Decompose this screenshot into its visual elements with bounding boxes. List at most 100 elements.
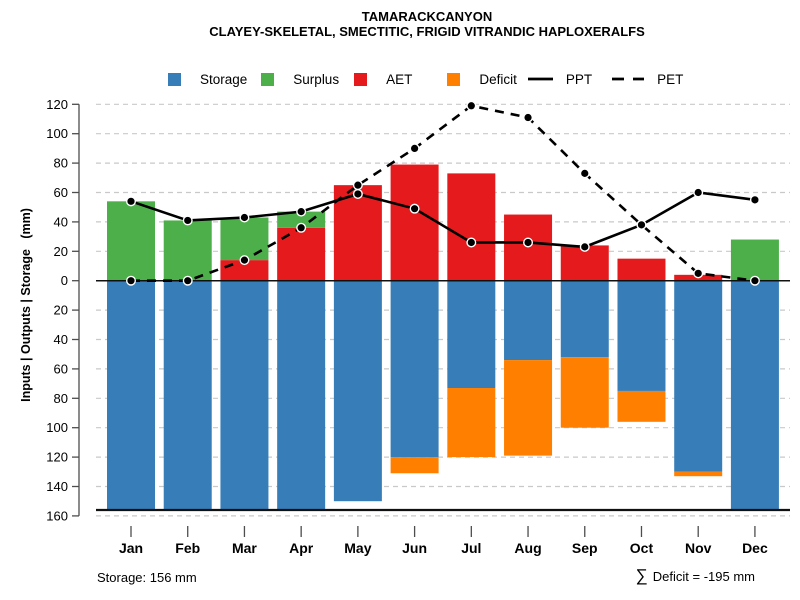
pet-line [131, 104, 756, 283]
pet-marker-apr [296, 222, 307, 233]
chart-titles: TAMARACKCANYON CLAYEY-SKELETAL, SMECTITI… [0, 0, 800, 39]
legend-item-storage: Storage [168, 72, 247, 87]
y-tick-label: 100 [46, 420, 68, 435]
bar-surplus-feb [163, 220, 212, 281]
x-tick-label-jul: Jul [461, 540, 482, 556]
y-tick-label: 40 [54, 214, 68, 229]
bar-storage-mar [220, 280, 269, 511]
x-tick-label-feb: Feb [175, 540, 201, 556]
pet-marker-jun [409, 143, 420, 154]
bar-storage-sep [560, 280, 609, 358]
bar-surplus-mar [220, 217, 269, 261]
ppt-marker-oct [636, 219, 647, 230]
legend-label-deficit: Deficit [479, 71, 517, 87]
legend: Storage Surplus AET Deficit PPT PET [168, 70, 698, 88]
bar-deficit-jul [447, 388, 496, 458]
y-tick-label: 20 [54, 244, 68, 259]
legend-label-surplus: Surplus [293, 71, 340, 87]
bar-storage-jun [390, 280, 439, 458]
y-tick-label: 20 [54, 303, 68, 318]
legend-item-pet: PET [611, 72, 683, 87]
ppt-marker-jun [409, 203, 420, 214]
legend-label-aet: AET [386, 71, 413, 87]
y-tick-label: 140 [46, 479, 68, 494]
ppt-marker-may [352, 188, 363, 199]
bar-aet-jul [447, 173, 496, 281]
ppt-marker-apr [296, 206, 307, 217]
legend-item-ppt: PPT [527, 72, 592, 87]
storage-swatch [168, 72, 181, 86]
y-tick-label: 0 [61, 273, 68, 288]
bar-storage-oct [617, 280, 666, 391]
bar-aet-apr [277, 227, 326, 281]
bar-storage-aug [504, 280, 553, 361]
deficit-swatch [447, 72, 461, 86]
sigma-symbol: ∑ [635, 566, 648, 585]
x-tick-label-jun: Jun [402, 540, 428, 556]
x-tick-label-dec: Dec [742, 540, 768, 556]
bar-deficit-oct [617, 390, 666, 422]
pet-marker-sep [579, 168, 590, 179]
y-tick-label: 160 [46, 508, 68, 523]
chart-title: TAMARACKCANYON [361, 9, 493, 24]
legend-item-deficit: Deficit [447, 72, 517, 87]
bar-aet-may [333, 185, 382, 281]
x-tick-label-oct: Oct [629, 540, 654, 556]
bar-storage-apr [277, 280, 326, 511]
pet-marker-aug [523, 112, 534, 123]
pet-marker-nov [693, 268, 704, 279]
y-tick-label: 80 [54, 391, 68, 406]
x-tick-label-mar: Mar [231, 540, 257, 556]
bar-surplus-dec [730, 239, 779, 281]
ppt-line [130, 191, 756, 249]
y-tick-label: 40 [54, 332, 68, 347]
bar-deficit-aug [504, 360, 553, 456]
bar-deficit-jun [390, 457, 439, 474]
legend-label-storage: Storage [200, 71, 248, 87]
pet-marker-feb [182, 275, 193, 286]
bar-surplus-apr [277, 211, 326, 228]
y-tick-label: 60 [54, 185, 68, 200]
surplus-swatch [261, 72, 275, 86]
bar-storage-nov [674, 280, 723, 472]
chart-subtitle: CLAYEY-SKELETAL, SMECTITIC, FRIGID VITRA… [209, 24, 645, 39]
bar-storage-jul [447, 280, 496, 389]
bar-deficit-nov [674, 471, 723, 477]
bar-deficit-sep [560, 357, 609, 428]
y-tick-label: 100 [46, 126, 68, 141]
deficit-note-text: Deficit = -195 mm [652, 568, 755, 584]
ppt-marker-dec [749, 194, 760, 205]
ppt-marker-aug [523, 237, 534, 248]
pet-marker-may [352, 180, 363, 191]
legend-label-ppt: PPT [565, 71, 593, 87]
ppt-marker-sep [579, 241, 590, 252]
bar-storage-may [333, 280, 382, 502]
y-tick-label: 120 [46, 97, 68, 112]
y-tick-label: 120 [46, 450, 68, 465]
pet-marker-jan [125, 275, 136, 286]
x-tick-label-aug: Aug [514, 540, 542, 556]
x-tick-label-jan: Jan [118, 540, 144, 556]
bar-aet-jun [390, 164, 439, 281]
ppt-marker-nov [693, 187, 704, 198]
ppt-marker-mar [239, 212, 250, 223]
y-tick-label: 60 [54, 361, 68, 376]
legend-item-surplus: Surplus [261, 72, 339, 87]
storage-note: Storage: 156 mm [97, 570, 197, 585]
pet-marker-jul [466, 100, 477, 111]
x-tick-label-sep: Sep [571, 540, 598, 556]
pet-marker-dec [749, 275, 760, 286]
deficit-note: ∑ Deficit = -195 mm [636, 566, 755, 586]
bar-storage-jan [107, 280, 155, 511]
ppt-marker-jul [466, 237, 477, 248]
ppt-line-sample [527, 77, 553, 81]
legend-item-aet: AET [354, 72, 412, 87]
legend-label-pet: PET [657, 71, 684, 87]
ppt-marker-jan [125, 196, 136, 207]
bar-aet-oct [617, 258, 666, 281]
pet-marker-mar [239, 255, 250, 266]
x-tick-label-may: May [344, 540, 372, 556]
y-axis-title: Inputs | Outputs | Storage (mm) [19, 208, 33, 402]
